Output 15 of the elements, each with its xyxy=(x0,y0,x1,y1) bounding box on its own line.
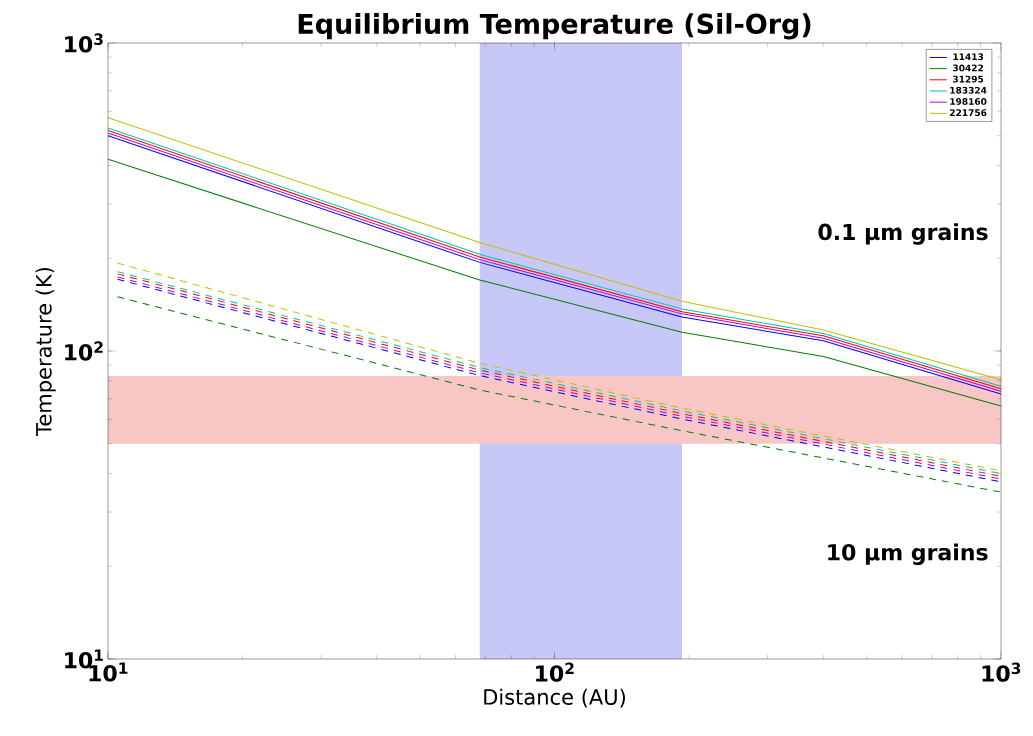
legend-label: 30422 xyxy=(953,64,983,72)
x-axis-title: Distance (AU) xyxy=(484,688,625,708)
y-tick-label: 10$^{2}$ xyxy=(65,341,103,361)
x-tick-label: 10$^{3}$ xyxy=(982,662,1021,682)
legend-label: 221756 xyxy=(950,109,987,117)
y-tick-label: 10$^{3}$ xyxy=(65,33,103,53)
legend-label: 11413 xyxy=(953,53,984,61)
legend-label: 198160 xyxy=(950,98,987,105)
y-axis-title: Temperature (K) xyxy=(35,267,56,436)
x-tick-label: 10$^{2}$ xyxy=(536,662,574,682)
chart-title: Equilibrium Temperature (Sil-Org) xyxy=(298,13,811,40)
annotation: 0.1 μm grains xyxy=(818,223,988,245)
legend-label: 31295 xyxy=(953,75,984,83)
legend-label: 183324 xyxy=(950,86,987,94)
annotation: 10 μm grains xyxy=(828,543,988,566)
